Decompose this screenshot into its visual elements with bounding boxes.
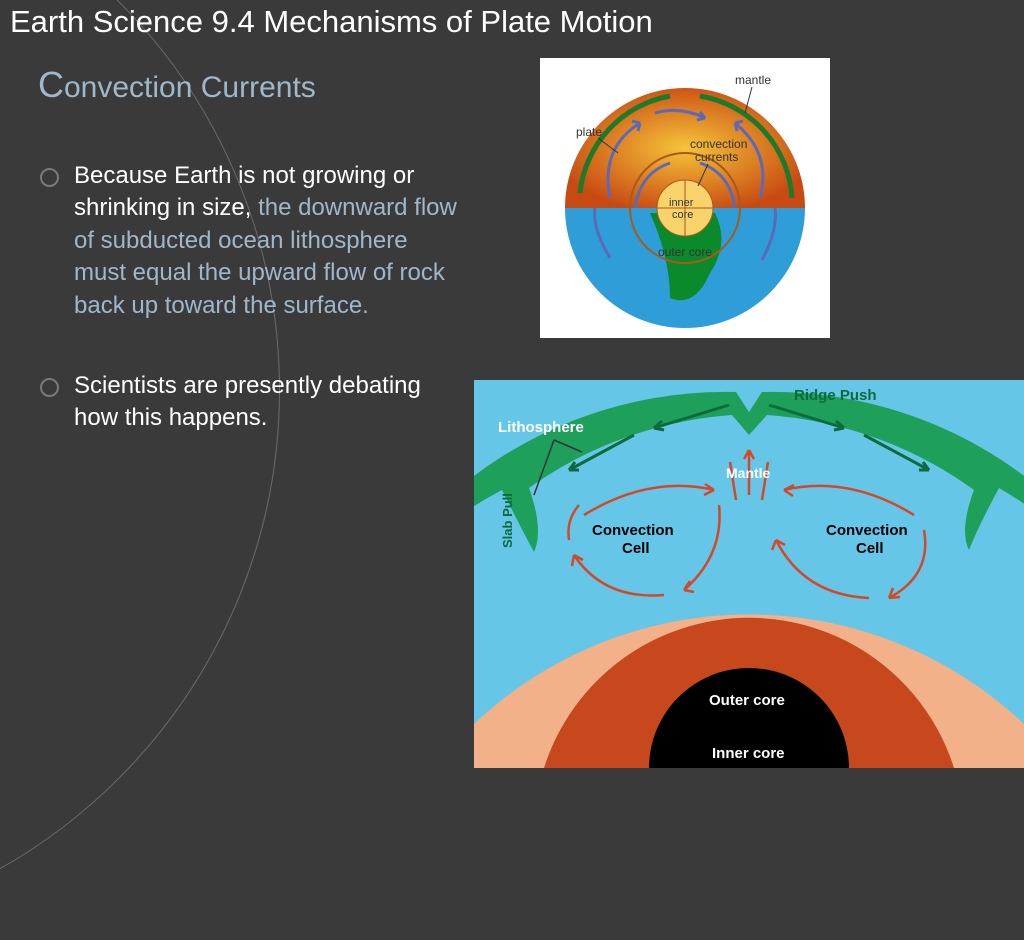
bullet-item: Because Earth is not growing or shrinkin… xyxy=(40,160,460,322)
bullet-list: Because Earth is not growing or shrinkin… xyxy=(40,160,460,483)
bullet-prefix: Scientists are presently debating how th… xyxy=(74,372,421,431)
label-lithosphere: Lithosphere xyxy=(498,419,584,436)
figure-cross-section: Lithosphere Ridge Push Slab Pull Mantle … xyxy=(474,380,1024,768)
section-title: Convection Currents xyxy=(38,64,316,106)
label-conv-cell-l2: Cell xyxy=(622,540,650,557)
label-outer-core: Outer core xyxy=(709,692,785,709)
label-convection-l1: convection xyxy=(690,137,747,151)
label-mantle: Mantle xyxy=(726,465,771,481)
label-conv-cell-r2: Cell xyxy=(856,540,884,557)
label-plate: plate xyxy=(576,125,602,139)
label-ridge-push: Ridge Push xyxy=(794,387,877,404)
section-title-cap: C xyxy=(38,64,64,105)
figure-convection-globe: plate mantle convection currents inner c… xyxy=(540,58,830,338)
label-slab-pull: Slab Pull xyxy=(500,493,515,548)
slide-title: Earth Science 9.4 Mechanisms of Plate Mo… xyxy=(10,4,653,40)
bullet-item: Scientists are presently debating how th… xyxy=(40,370,460,435)
label-inner-l1: inner xyxy=(669,197,694,209)
label-inner-core: Inner core xyxy=(712,745,785,762)
section-title-rest: onvection Currents xyxy=(64,71,316,104)
label-conv-cell-l: Convection xyxy=(592,522,674,539)
label-conv-cell-r: Convection xyxy=(826,522,908,539)
label-outer-core: outer core xyxy=(658,245,712,259)
label-inner-l2: core xyxy=(672,209,693,221)
label-mantle: mantle xyxy=(735,73,771,87)
label-convection-l2: currents xyxy=(695,150,738,164)
